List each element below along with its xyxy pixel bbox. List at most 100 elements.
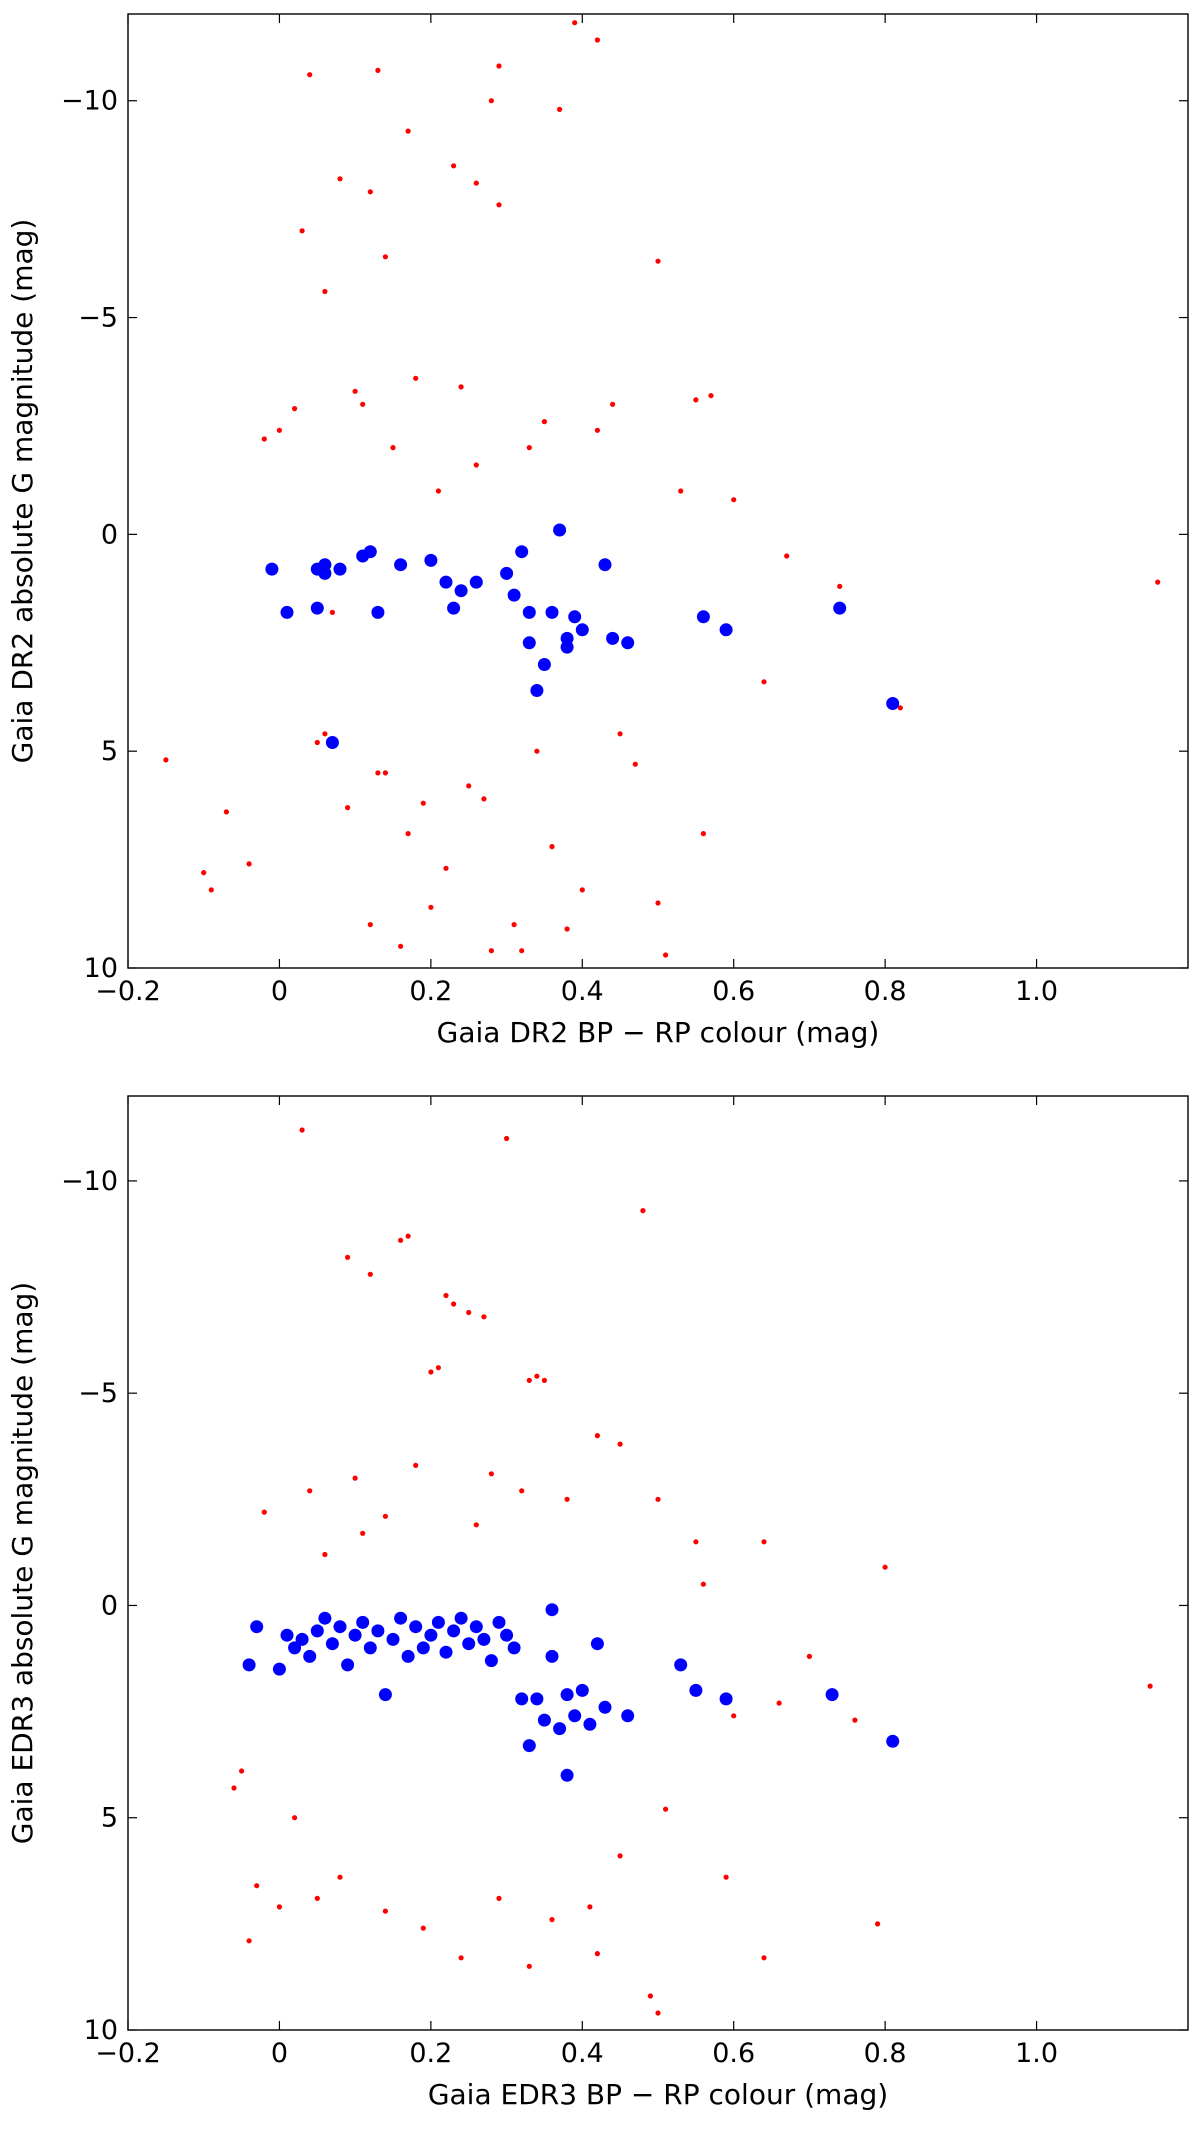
highlight-star-point [280, 605, 294, 619]
x-tick-label: 0 [271, 976, 288, 1007]
y-tick-label: −5 [78, 1378, 118, 1409]
field-star-point [549, 844, 555, 850]
field-star-point [314, 1895, 320, 1901]
highlight-star-point [598, 558, 612, 572]
highlight-star-point [356, 1615, 370, 1629]
field-star-point [382, 770, 388, 776]
field-star-point [466, 783, 472, 789]
highlight-star-point [537, 1713, 551, 1727]
highlight-star-point [454, 584, 468, 598]
field-star-point [519, 1488, 525, 1494]
series-highlight-stars [265, 523, 900, 749]
plot-frame [127, 13, 1189, 969]
highlight-star-point [439, 1645, 453, 1659]
field-star-point [761, 1955, 767, 1961]
highlight-star-point [439, 575, 453, 589]
field-star-point [352, 1475, 358, 1481]
highlight-star-point [522, 605, 536, 619]
x-tick-label: 1.0 [1015, 976, 1058, 1007]
field-star-point [276, 1904, 282, 1910]
field-star-point [201, 870, 207, 876]
highlight-star-point [447, 1624, 461, 1638]
highlight-star-point [515, 545, 529, 559]
x-axis-label: Gaia EDR3 BP − RP colour (mag) [428, 2078, 888, 2111]
field-star-point [246, 1938, 252, 1944]
series-field-stars [231, 1127, 1153, 2016]
field-star-point [382, 254, 388, 260]
y-tick-label: 0 [101, 519, 118, 550]
y-axis-label: Gaia DR2 absolute G magnitude (mag) [6, 219, 39, 764]
highlight-star-point [515, 1692, 529, 1706]
field-star-point [413, 375, 419, 381]
field-star-point [541, 419, 548, 425]
highlight-star-point [568, 1709, 582, 1723]
field-star-point [610, 401, 616, 407]
highlight-star-point [371, 605, 385, 619]
y-tick-label: 5 [101, 1803, 118, 1834]
highlight-star-point [469, 1620, 483, 1634]
field-star-point [239, 1768, 245, 1774]
field-star-point [882, 1564, 888, 1570]
highlight-star-point [500, 1628, 514, 1642]
y-tick-label: −10 [61, 86, 118, 117]
highlight-star-point [530, 1692, 544, 1706]
field-star-point [276, 427, 282, 433]
x-tick-label: 0.4 [561, 976, 604, 1007]
field-star-point [1155, 579, 1161, 585]
scatter-panel-edr3: −0.2 0 0.2 0.4 0.6 0.8 1.0 −10 −5 0 5 10 Gaia EDR3 B… [6, 1095, 1189, 2111]
field-star-point [473, 180, 479, 186]
highlight-star-point [606, 631, 620, 645]
field-star-point [458, 1955, 464, 1961]
highlight-star-point [318, 558, 332, 572]
field-star-point [806, 1653, 813, 1659]
highlight-star-point [431, 1615, 445, 1629]
highlight-star-point [424, 1628, 438, 1642]
field-star-point [360, 401, 366, 407]
field-star-point [496, 63, 502, 69]
field-star-point [337, 176, 343, 182]
highlight-star-point [689, 1683, 703, 1697]
highlight-star-point [318, 1611, 332, 1625]
highlight-star-point [447, 601, 461, 615]
field-star-point [420, 1925, 426, 1931]
field-star-point [208, 887, 214, 893]
highlight-star-point [424, 553, 438, 567]
field-star-point [223, 809, 229, 815]
highlight-star-point [621, 1709, 635, 1723]
highlight-star-point [537, 658, 551, 671]
highlight-star-point [590, 1637, 604, 1651]
y-axis-label: Gaia EDR3 absolute G magnitude (mag) [6, 1282, 39, 1844]
field-star-point [435, 488, 441, 494]
field-star-point [451, 1301, 457, 1307]
field-star-point [655, 2010, 661, 2016]
y-tick-label: −5 [78, 303, 118, 334]
highlight-star-point [295, 1632, 309, 1646]
field-star-point [640, 1208, 646, 1214]
highlight-star-point [325, 1637, 339, 1651]
highlight-star-point [333, 562, 347, 576]
field-star-point [405, 831, 411, 837]
field-star-point [375, 770, 381, 776]
highlight-star-point [492, 1615, 506, 1629]
field-star-point [488, 1471, 494, 1477]
field-star-point [413, 1462, 419, 1468]
highlight-star-point [696, 610, 710, 624]
highlight-star-point [621, 636, 635, 650]
field-star-point [587, 1904, 593, 1910]
highlight-star-point [394, 558, 408, 572]
field-star-point [322, 1551, 328, 1558]
field-star-point [549, 1917, 555, 1923]
field-star-point [443, 1292, 449, 1299]
highlight-star-point [250, 1620, 264, 1634]
x-tick-label: 1.0 [1015, 2038, 1058, 2069]
field-star-point [398, 943, 404, 949]
field-star-point [875, 1921, 881, 1927]
field-star-point [526, 1963, 532, 1969]
x-tick-label: 0.6 [712, 976, 755, 1007]
field-star-point [231, 1785, 237, 1791]
highlight-star-point [416, 1641, 430, 1655]
series-field-stars [163, 20, 1161, 958]
highlight-star-point [825, 1688, 839, 1702]
field-star-point [534, 748, 540, 754]
highlight-star-point [560, 1688, 574, 1702]
